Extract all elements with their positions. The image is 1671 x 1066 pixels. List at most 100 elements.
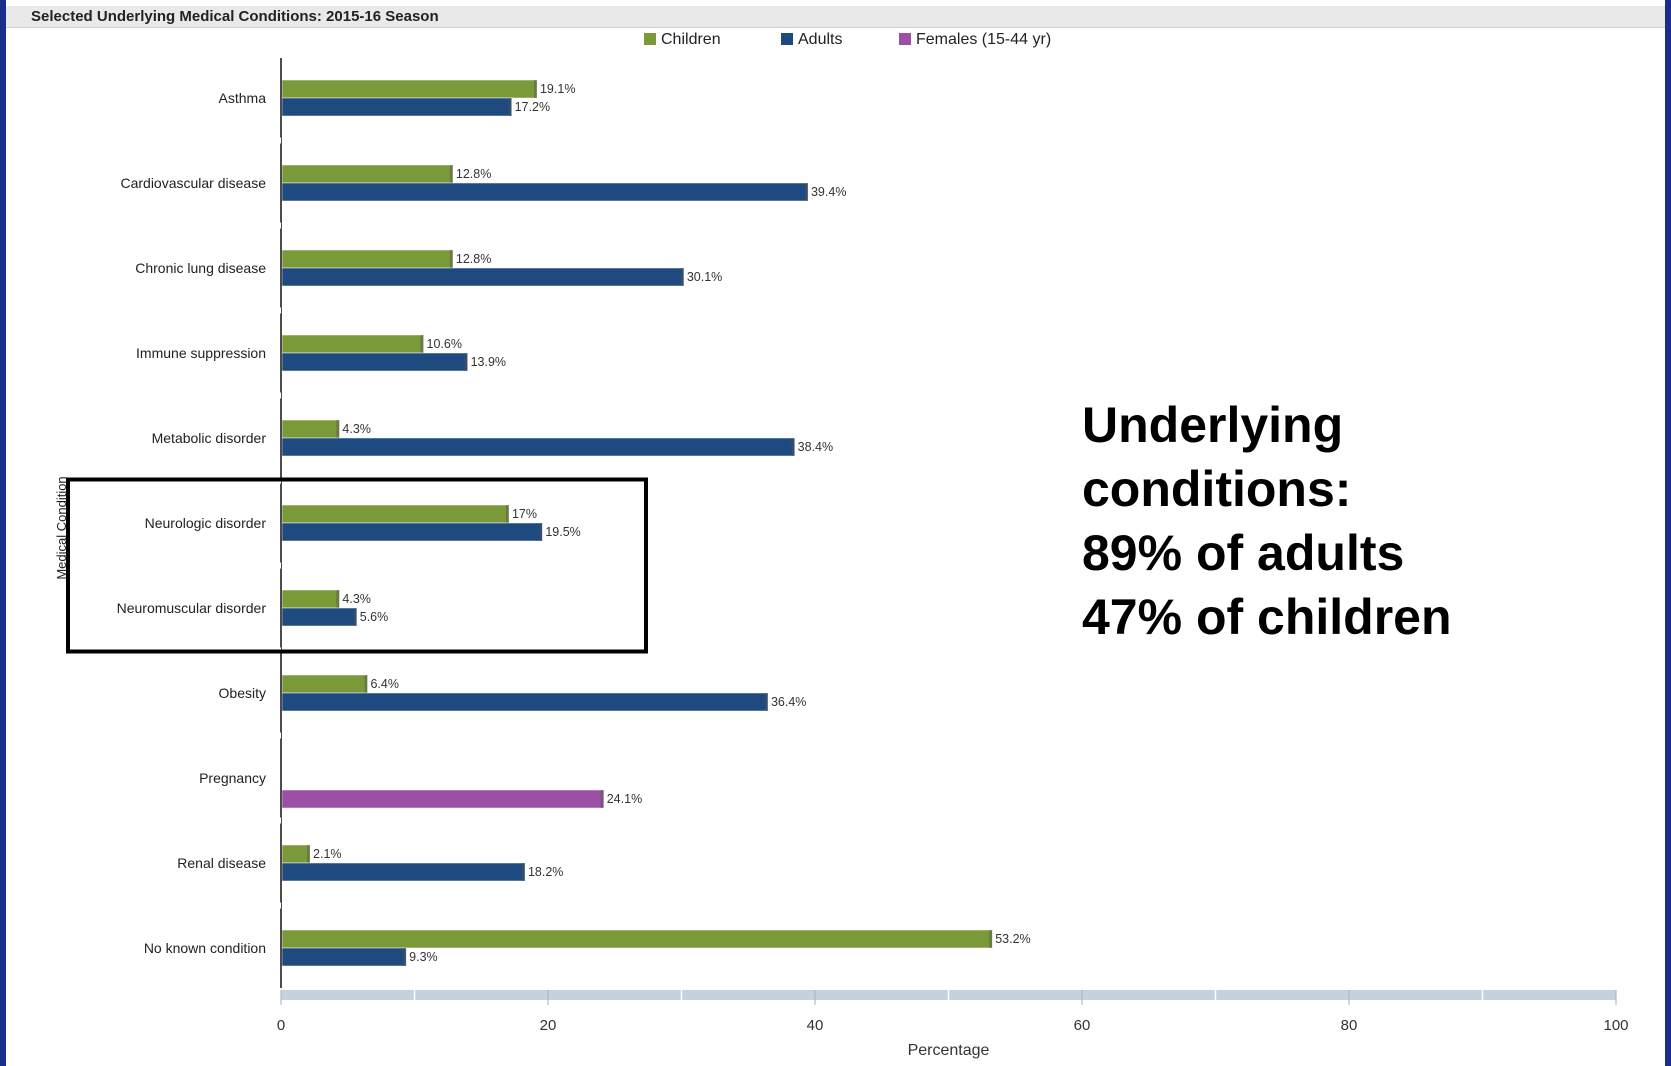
bar-shadow [353, 608, 357, 626]
data-label: 4.3% [342, 422, 371, 436]
x-tick-label: 100 [1603, 1017, 1628, 1034]
bar-adults [281, 522, 543, 542]
bar-shadow [804, 183, 808, 201]
axis-group: 0 20 40 60 80 100 Percentage Medical Condition [54, 58, 1629, 1059]
bar-shadow [600, 790, 604, 808]
legend-swatch [781, 33, 793, 45]
data-label: 38.4% [798, 440, 833, 454]
bar-children [281, 79, 538, 99]
data-label: 19.1% [540, 82, 575, 96]
chart-title-bar: Selected Underlying Medical Conditions: … [6, 6, 1665, 28]
bar-adults [281, 437, 795, 457]
bar-shadow [533, 80, 537, 98]
bar-shadow [364, 675, 368, 693]
data-label: 53.2% [995, 932, 1030, 946]
data-label: 9.3% [409, 950, 438, 964]
annotation-line: 47% of children [1082, 589, 1452, 645]
bar-shadow [449, 165, 453, 183]
bar-shadow [764, 693, 768, 711]
category-label: Chronic lung disease [135, 260, 266, 276]
bar-children [281, 589, 340, 609]
category-label: Cardiovascular disease [120, 175, 266, 191]
bar-children [281, 419, 340, 439]
data-label: 36.4% [771, 695, 806, 709]
bar-children [281, 164, 454, 184]
annotation-text: Underlying conditions: 89% of adults 47%… [1082, 393, 1602, 649]
annotation-line: Underlying [1082, 397, 1344, 453]
bar-children [281, 504, 510, 524]
data-label: 2.1% [313, 847, 342, 861]
x-tick-label: 80 [1341, 1017, 1358, 1034]
data-label: 10.6% [427, 337, 462, 351]
y-axis-title: Medical Condition [54, 476, 69, 579]
legend-label: Children [661, 31, 721, 48]
bar-children [281, 674, 368, 694]
legend-group: Children Adults Females (15-44 yr) [644, 31, 1051, 48]
bar-shadow [449, 250, 453, 268]
bar-shadow [307, 845, 311, 863]
bar-shadow [521, 863, 525, 881]
data-label: 4.3% [342, 592, 371, 606]
labels-group: Asthma 19.1% 17.2% Cardiovascular disease 12… [117, 82, 1031, 964]
data-label: 39.4% [811, 185, 846, 199]
x-tick-label: 20 [540, 1017, 557, 1034]
x-tick-label: 0 [277, 1017, 285, 1034]
data-label: 24.1% [607, 792, 642, 806]
category-label: Obesity [219, 685, 266, 701]
category-label: Asthma [219, 90, 267, 106]
annotation-line: 89% of adults [1082, 525, 1405, 581]
data-label: 12.8% [456, 252, 491, 266]
bar-adults [281, 947, 407, 967]
category-label: No known condition [144, 940, 266, 956]
legend-swatch [899, 33, 911, 45]
bar-shadow [505, 505, 509, 523]
bar-adults [281, 862, 526, 882]
bar-children [281, 334, 424, 354]
bar-adults [281, 352, 468, 372]
data-label: 6.4% [370, 677, 399, 691]
bar-shadow [508, 98, 512, 116]
x-tick-label: 60 [1074, 1017, 1091, 1034]
data-label: 18.2% [528, 865, 563, 879]
bar-adults [281, 607, 358, 627]
bar-shadow [989, 930, 993, 948]
data-label: 13.9% [471, 355, 506, 369]
category-label: Metabolic disorder [152, 430, 267, 446]
slide-frame: Asthma 19.1% 17.2% Cardiovascular disease 12… [6, 0, 1665, 1066]
bar-adults [281, 97, 512, 117]
category-label: Renal disease [177, 855, 266, 871]
data-label: 17% [512, 507, 537, 521]
bar-shadow [403, 948, 407, 966]
category-label: Pregnancy [199, 770, 266, 786]
legend-label: Adults [798, 31, 842, 48]
bar-shadow [336, 420, 340, 438]
bar-adults [281, 692, 769, 712]
data-label: 19.5% [545, 525, 580, 539]
bar-children [281, 249, 454, 269]
bar-shadow [420, 335, 424, 353]
bar-shadow [336, 590, 340, 608]
bar-adults [281, 267, 685, 287]
data-label: 5.6% [360, 610, 389, 624]
legend-swatch [644, 33, 656, 45]
data-label: 30.1% [687, 270, 722, 284]
x-axis-title: Percentage [908, 1042, 990, 1059]
data-label: 12.8% [456, 167, 491, 181]
bar-females-15-44-yr- [281, 789, 604, 809]
bar-shadow [791, 438, 795, 456]
bar-adults [281, 182, 809, 202]
annotation-line: conditions: [1082, 461, 1352, 517]
x-tick-label: 40 [807, 1017, 824, 1034]
category-label: Neuromuscular disorder [117, 600, 267, 616]
bar-shadow [680, 268, 684, 286]
category-label: Immune suppression [136, 345, 266, 361]
bar-chart: Asthma 19.1% 17.2% Cardiovascular disease 12… [54, 31, 1629, 1059]
data-label: 17.2% [515, 100, 550, 114]
legend-label: Females (15-44 yr) [916, 31, 1051, 48]
bar-children [281, 844, 311, 864]
bars-group [281, 79, 993, 967]
bar-children [281, 929, 993, 949]
bar-shadow [539, 523, 543, 541]
category-label: Neurologic disorder [145, 515, 267, 531]
bar-shadow [464, 353, 468, 371]
